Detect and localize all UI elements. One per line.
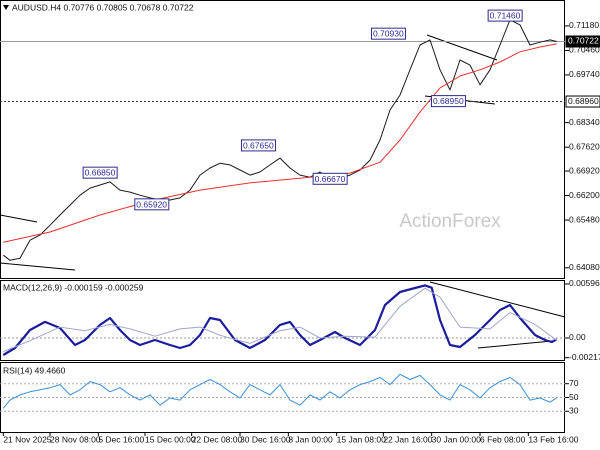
annotation-box (430, 95, 466, 108)
annotation-box (312, 172, 348, 185)
macd-panel (0, 280, 565, 361)
level-label: 0.70722 (568, 36, 599, 46)
y-tick-label: 0.71180 (569, 20, 599, 30)
trend-line (0, 262, 76, 271)
watermark: ActionForex (399, 211, 501, 232)
menu-arrow (3, 5, 9, 10)
annotation-label: 0.66670 (315, 174, 346, 184)
series-line (2, 284, 558, 356)
x-tick-label: 15 Dec 00:00 (145, 434, 196, 444)
x-tick-label: 5 Dec 16:00 (98, 434, 144, 444)
price-annotation: 0.67650 (240, 139, 276, 152)
annotation-box (240, 139, 276, 152)
series-line (2, 373, 557, 409)
x-tick-label: 22 Jan 16:00 (383, 434, 432, 444)
price-panel (0, 0, 565, 279)
y-tick-label: 0.66200 (569, 190, 600, 200)
annotation-label: 0.67650 (243, 140, 274, 150)
y-tick-label: 0.66920 (569, 165, 600, 175)
y-tick-label: 0.69740 (569, 69, 600, 79)
price-annotation: 0.66670 (312, 172, 348, 185)
price-annotation: 0.66850 (82, 166, 118, 179)
x-tick-label: 13 Feb 16:00 (528, 434, 578, 444)
annotation-box (487, 9, 523, 22)
y-tick-label: 0.00 (569, 332, 586, 342)
level-box (565, 35, 600, 48)
annotation-label: 0.65920 (136, 199, 167, 209)
panel-title: AUDUSD.H4 0.70776 0.70805 0.70678 0.7072… (12, 2, 194, 12)
annotation-label: 0.70930 (373, 29, 404, 39)
x-tick-label: 28 Nov 08:00 (50, 434, 101, 444)
y-tick-label: 0.005964 (569, 278, 600, 288)
y-tick-label: 30 (569, 406, 579, 416)
series-line (2, 19, 557, 261)
annotation-label: 0.71460 (490, 11, 521, 21)
y-tick-label: 70 (569, 378, 579, 388)
x-tick-label: 8 Jan 00:00 (288, 434, 333, 444)
level-label: 0.68960 (568, 96, 599, 106)
annotation-box (134, 198, 170, 211)
price-annotation: 0.68950 (430, 95, 466, 108)
x-tick-label: 6 Feb 08:00 (480, 434, 526, 444)
y-tick-label: 0.65480 (569, 214, 600, 224)
y-tick-label: -0.002177 (569, 352, 600, 362)
trend-line (477, 340, 553, 349)
y-tick-label: 0.68340 (569, 117, 600, 127)
trend-line (429, 281, 566, 318)
series-line (3, 287, 557, 353)
price-annotation: 0.70930 (370, 27, 406, 40)
y-tick-label: 50 (569, 392, 579, 402)
x-tick-label: 15 Jan 08:00 (337, 434, 386, 444)
y-tick-label: 0.64080 (569, 262, 600, 272)
y-tick-label: 0.67620 (569, 141, 600, 151)
y-tick-label: 0.70460 (569, 45, 600, 55)
panel-title: RSI(14) 49.4660 (3, 365, 66, 375)
level-box (565, 95, 600, 108)
annotation-box (82, 166, 118, 179)
x-tick-label: 30 Jan 00:00 (432, 434, 481, 444)
x-tick-label: 22 Dec 08:00 (192, 434, 243, 444)
annotation-box (370, 27, 406, 40)
x-tick-label: 30 Dec 16:00 (240, 434, 291, 444)
annotation-label: 0.66850 (85, 168, 116, 178)
price-annotation: 0.65920 (134, 198, 170, 211)
trend-line (426, 34, 498, 61)
trend-line (0, 214, 38, 223)
x-tick-label: 21 Nov 2025 (3, 434, 51, 444)
price-annotation: 0.71460 (487, 9, 523, 22)
panel-title: MACD(12,26,9) -0.000159 -0.000259 (3, 282, 144, 292)
annotation-label: 0.68950 (433, 96, 464, 106)
